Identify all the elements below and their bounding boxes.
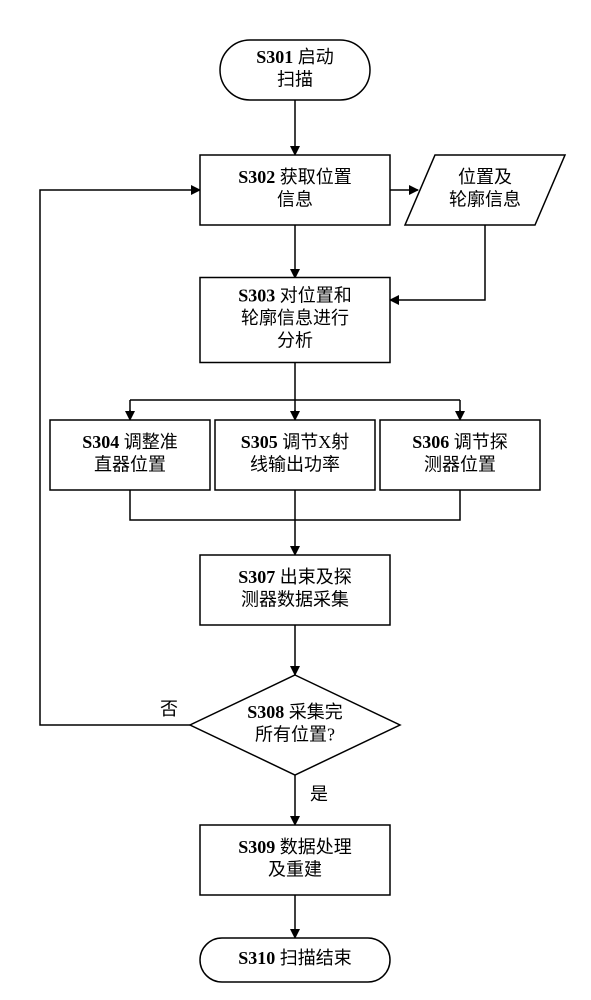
node-s304: S304 调整准直器位置: [50, 420, 210, 490]
svg-text:否: 否: [160, 699, 178, 719]
node-s301: S301 启动扫描: [220, 40, 370, 100]
node-s308: S308 采集完所有位置?: [190, 675, 400, 775]
node-s302: S302 获取位置信息: [200, 155, 390, 225]
node-s309: S309 数据处理及重建: [200, 825, 390, 895]
node-s303: S303 对位置和轮廓信息进行分析: [200, 278, 390, 363]
node-s306: S306 调节探测器位置: [380, 420, 540, 490]
node-io: 位置及轮廓信息: [405, 155, 565, 225]
node-s305: S305 调节X射线输出功率: [215, 420, 375, 490]
node-s310: S310 扫描结束: [200, 938, 390, 982]
svg-text:S310 扫描结束: S310 扫描结束: [238, 948, 352, 968]
svg-text:是: 是: [310, 784, 328, 804]
node-s307: S307 出束及探测器数据采集: [200, 555, 390, 625]
